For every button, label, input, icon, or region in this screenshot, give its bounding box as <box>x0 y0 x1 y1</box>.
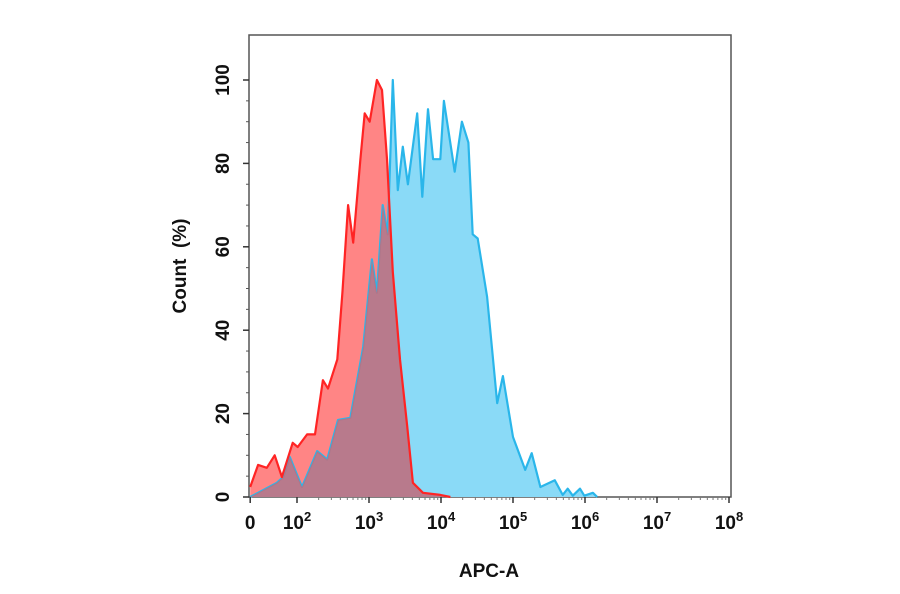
x-axis-label: APC-A <box>459 561 519 582</box>
x-tick-label: 106 <box>571 509 599 534</box>
y-axis-label: Count (%) <box>170 219 191 314</box>
y-tick-label: 100 <box>213 64 234 96</box>
x-tick-exponent: 3 <box>376 509 383 524</box>
x-tick-label: 107 <box>643 509 671 534</box>
x-tick-exponent: 7 <box>664 509 671 524</box>
x-tick-base: 0 <box>245 513 256 534</box>
x-tick-base: 10 <box>643 513 664 534</box>
y-tick-label: 20 <box>213 403 234 424</box>
y-tick-label: 80 <box>213 153 234 174</box>
x-tick-exponent: 5 <box>520 509 527 524</box>
x-tick-label: 0 <box>245 513 256 534</box>
x-tick-label: 105 <box>499 509 527 534</box>
x-tick-base: 10 <box>355 513 376 534</box>
y-tick-label: 60 <box>213 236 234 257</box>
x-tick-label: 102 <box>283 509 311 534</box>
x-tick-label: 108 <box>715 509 743 534</box>
x-tick-base: 10 <box>499 513 520 534</box>
x-tick-label: 104 <box>427 509 456 534</box>
y-tick-label: 40 <box>213 320 234 341</box>
x-tick-exponent: 4 <box>448 509 456 524</box>
x-tick-base: 10 <box>283 513 304 534</box>
x-tick-exponent: 6 <box>592 509 599 524</box>
x-tick-exponent: 8 <box>736 509 743 524</box>
x-tick-label: 103 <box>355 509 383 534</box>
sample-histogram-line <box>249 78 598 498</box>
x-tick-base: 10 <box>571 513 592 534</box>
y-tick-label: 0 <box>213 492 234 503</box>
x-tick-base: 10 <box>427 513 448 534</box>
control-histogram-line <box>249 78 451 499</box>
x-tick-base: 10 <box>715 513 736 534</box>
sample-histogram-fill <box>250 80 598 497</box>
x-tick-exponent: 2 <box>304 509 311 524</box>
